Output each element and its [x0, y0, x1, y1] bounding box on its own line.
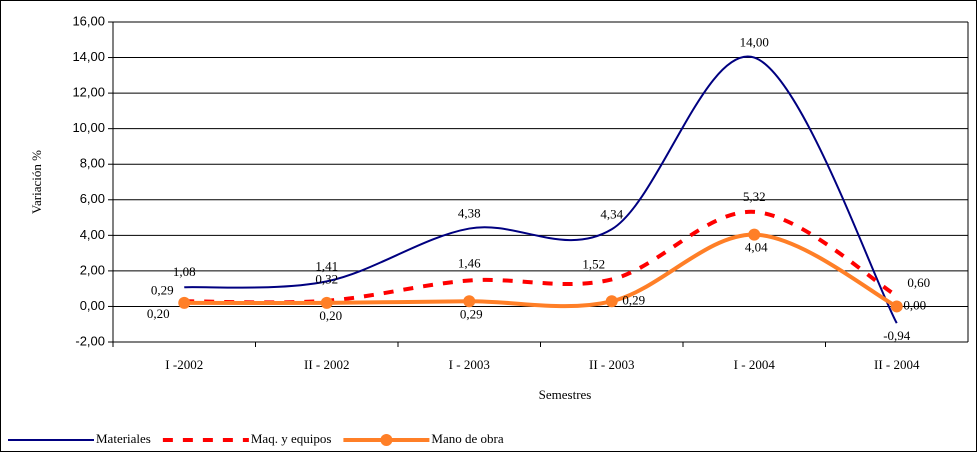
- x-tick-label: I - 2003: [449, 357, 490, 372]
- legend-label: Maq. y equipos: [251, 431, 332, 446]
- data-label: 0,32: [315, 272, 338, 287]
- point: [605, 295, 618, 308]
- data-label: 0,20: [147, 306, 170, 321]
- legend-label: Mano de obra: [431, 431, 503, 446]
- data-label: 5,32: [743, 189, 766, 204]
- data-label: 0,00: [903, 297, 926, 312]
- data-label: 1,08: [173, 264, 196, 279]
- data-label: 1,41: [315, 258, 338, 273]
- data-label: 14,00: [740, 35, 769, 50]
- data-label: 0,60: [907, 275, 930, 290]
- data-label: 4,04: [745, 240, 768, 255]
- legend-label: Materiales: [96, 431, 151, 446]
- y-tick-label: -2,00: [75, 333, 105, 348]
- legend-marker: [380, 434, 393, 446]
- series-line: [184, 55, 898, 324]
- y-tick-label: 0,00: [80, 298, 105, 313]
- y-tick-label: 2,00: [80, 262, 105, 277]
- y-tick-label: 8,00: [80, 156, 105, 171]
- y-axis-title: Variación %: [29, 150, 44, 214]
- series-line: [184, 232, 898, 309]
- data-label: 0,29: [460, 306, 483, 321]
- x-axis-title: Semestres: [539, 387, 592, 402]
- point: [463, 295, 476, 308]
- data-label: 4,38: [458, 206, 481, 221]
- y-tick-label: 10,00: [72, 120, 105, 135]
- x-tick-label: II - 2004: [874, 357, 920, 372]
- point: [320, 296, 333, 309]
- point: [178, 296, 191, 309]
- data-label: 1,46: [458, 255, 481, 270]
- data-label: 1,52: [582, 256, 605, 271]
- y-tick-label: 6,00: [80, 191, 105, 206]
- y-tick-label: 14,00: [72, 49, 105, 64]
- x-tick-label: I -2002: [165, 357, 203, 372]
- data-label: 4,34: [600, 206, 623, 221]
- data-label: 0,20: [319, 308, 342, 323]
- y-tick-label: 16,00: [72, 13, 105, 28]
- x-tick-label: II - 2003: [589, 357, 635, 372]
- data-label: 0,29: [151, 282, 174, 297]
- point: [748, 228, 761, 241]
- point: [890, 300, 903, 313]
- y-tick-label: 12,00: [72, 85, 105, 100]
- x-tick-label: II - 2002: [304, 357, 350, 372]
- y-tick-label: 4,00: [80, 227, 105, 242]
- x-tick-label: I - 2004: [734, 357, 776, 372]
- data-label: 0,29: [622, 292, 645, 307]
- data-label: -0,94: [883, 328, 911, 343]
